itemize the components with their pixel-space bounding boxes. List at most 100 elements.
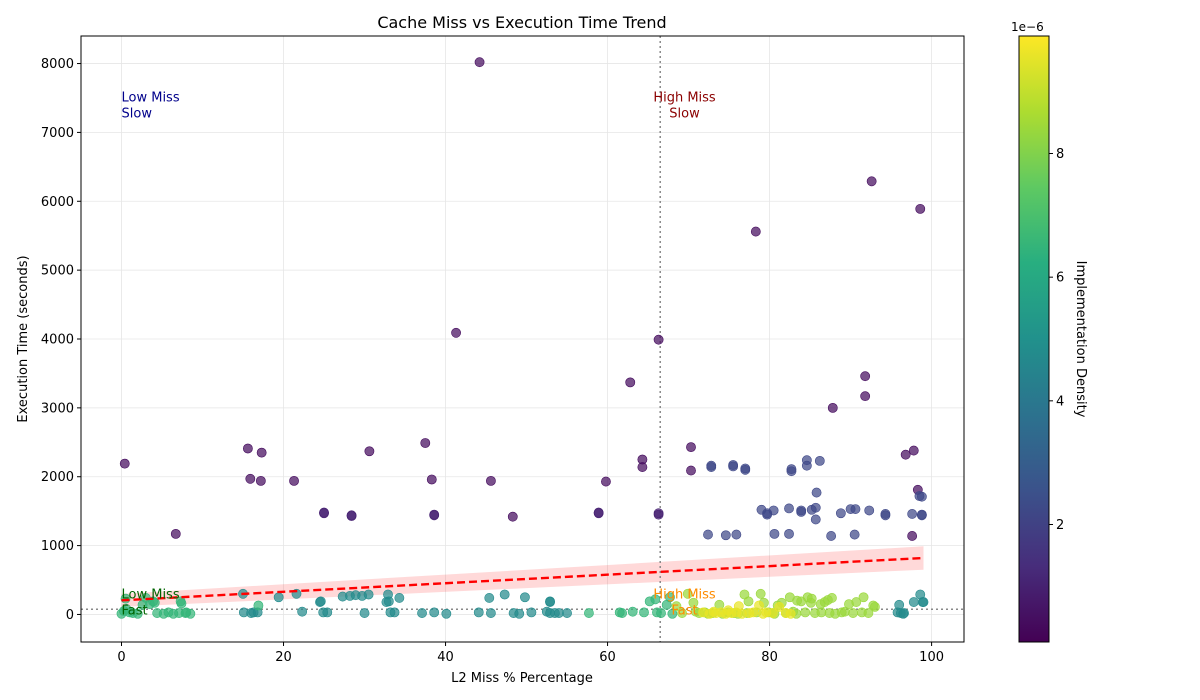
data-point	[242, 443, 253, 454]
colorbar-tick-label: 4	[1056, 394, 1064, 409]
data-point	[860, 371, 871, 382]
data-point	[322, 607, 333, 618]
data-point	[801, 460, 812, 471]
data-point	[907, 509, 918, 519]
y-tick-label: 8000	[41, 57, 74, 72]
data-point	[761, 607, 772, 618]
data-point	[811, 487, 822, 498]
data-point	[665, 592, 675, 603]
data-point	[499, 589, 510, 600]
data-point	[733, 601, 744, 612]
data-point	[907, 531, 918, 541]
data-point	[653, 334, 664, 345]
data-point	[426, 474, 437, 485]
data-point	[474, 57, 485, 68]
data-point	[346, 511, 357, 521]
data-point	[810, 514, 821, 525]
y-tick-label: 7000	[41, 126, 74, 141]
y-tick-label: 2000	[41, 470, 74, 485]
data-point	[863, 608, 874, 618]
data-point	[253, 600, 264, 611]
data-point	[526, 607, 537, 618]
data-point	[792, 595, 803, 606]
data-point	[835, 508, 846, 519]
x-tick-label: 80	[761, 650, 778, 665]
data-point	[593, 508, 604, 519]
data-point	[908, 445, 919, 456]
scatter-points	[116, 57, 929, 619]
data-point	[900, 449, 911, 460]
grid	[81, 36, 964, 642]
x-tick-label: 60	[599, 650, 616, 665]
data-point	[784, 503, 794, 514]
data-point	[706, 460, 717, 471]
data-point	[381, 597, 392, 607]
quadrant-annotation: Low Miss Fast	[122, 588, 180, 619]
data-point	[731, 529, 742, 540]
data-point	[916, 510, 927, 521]
data-point	[918, 597, 929, 607]
y-tick-label: 4000	[41, 333, 74, 348]
data-point	[723, 605, 734, 616]
data-point	[898, 608, 909, 619]
data-point	[441, 608, 452, 619]
data-point	[394, 593, 405, 603]
colorbar-ticks: 2 4 6 8	[1049, 147, 1064, 533]
quadrant-annotation: High Miss Fast	[653, 588, 716, 619]
data-point	[800, 607, 811, 618]
data-point	[682, 588, 693, 599]
data-point	[869, 601, 880, 612]
data-point	[849, 529, 860, 540]
data-point	[786, 464, 797, 475]
data-point	[149, 597, 160, 608]
data-point	[507, 511, 518, 522]
data-point	[650, 594, 661, 605]
y-tick-label: 3000	[41, 401, 74, 416]
data-point	[827, 402, 838, 413]
data-point	[656, 608, 666, 618]
colorbar-label: Implementation Density	[1073, 261, 1088, 418]
data-point	[667, 608, 678, 619]
data-point	[703, 529, 713, 540]
data-point	[774, 601, 785, 612]
data-point	[720, 530, 731, 541]
data-point	[686, 442, 696, 453]
y-axis-label: Execution Time (seconds)	[16, 255, 31, 422]
data-point	[181, 607, 192, 618]
data-point	[601, 476, 611, 487]
data-point	[754, 600, 764, 611]
data-point	[810, 502, 821, 513]
data-point	[486, 608, 496, 618]
data-point	[915, 203, 926, 214]
x-tick-label: 20	[275, 650, 292, 665]
data-point	[769, 528, 780, 539]
data-point	[417, 608, 427, 618]
trend-confidence-band	[121, 546, 924, 607]
x-axis: 0 20 40 60 80 100	[117, 642, 944, 665]
data-point	[520, 592, 530, 603]
data-point	[850, 504, 861, 514]
data-point	[816, 607, 827, 618]
data-point	[359, 608, 370, 618]
data-point	[625, 377, 636, 388]
data-point	[768, 505, 779, 516]
data-point	[815, 599, 826, 610]
data-point	[748, 607, 759, 618]
colorbar-offset-text: 1e−6	[1011, 20, 1044, 34]
data-point	[562, 608, 572, 618]
data-point	[473, 607, 484, 618]
data-point	[750, 226, 761, 237]
quadrant-annotations: Low Miss Slow High Miss Slow Low Miss Fast Hig…	[122, 90, 716, 618]
data-point	[255, 475, 266, 486]
colorbar	[1018, 35, 1050, 643]
data-point	[319, 508, 329, 519]
data-point	[880, 510, 891, 521]
data-point	[814, 455, 825, 466]
data-point	[708, 606, 719, 617]
quadrant-annotation: High Miss Slow	[653, 90, 716, 121]
data-point	[297, 606, 308, 617]
data-point	[175, 596, 186, 607]
data-point	[514, 608, 525, 619]
y-tick-label: 5000	[41, 264, 74, 279]
